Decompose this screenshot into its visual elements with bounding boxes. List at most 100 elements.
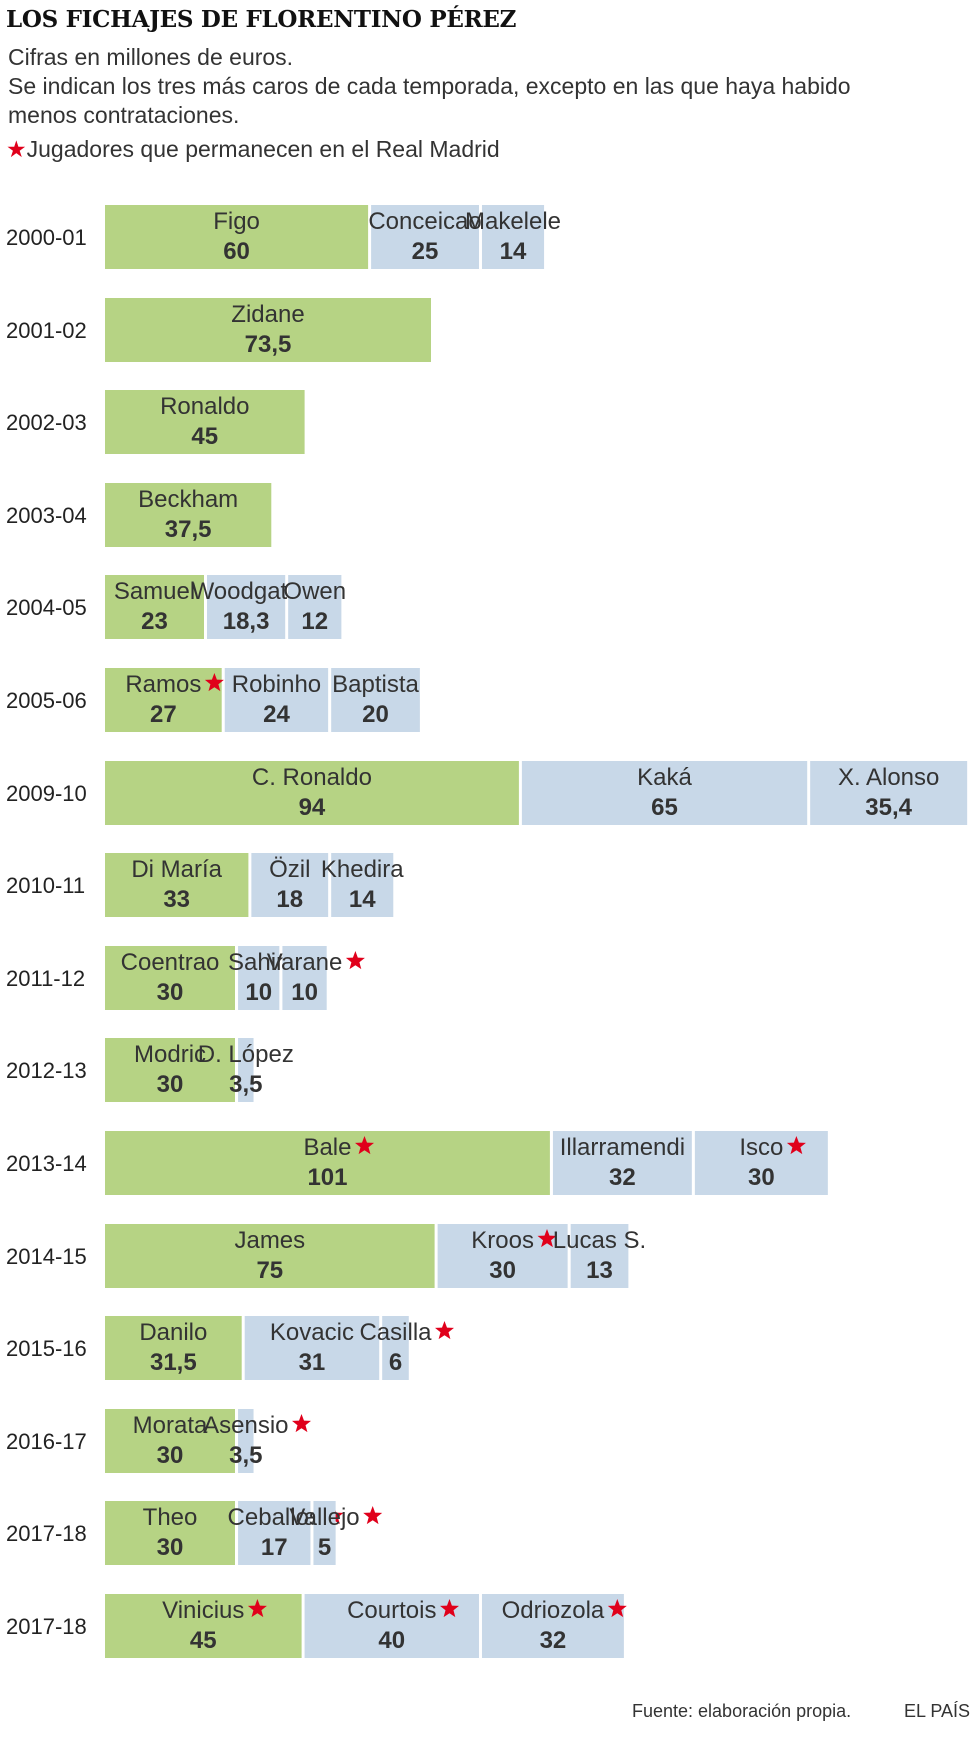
player-name: C. Ronaldo [252,764,372,791]
player-value: 10 [291,979,318,1006]
subtitle-line-2: Se indican los tres más caros de cada te… [8,73,851,99]
player-value: 12 [301,608,328,635]
bar [105,1131,550,1195]
bar [810,761,968,825]
season-label: 2003-04 [6,503,87,528]
season-label: 2009-10 [6,781,87,806]
player-name: Ronaldo [160,393,249,420]
subtitle-line-3: menos contrataciones. [8,102,240,128]
bar [238,1038,254,1102]
bar [382,1316,409,1380]
subtitle-line-1: Cifras en millones de euros. [8,44,294,70]
player-value: 6 [389,1349,402,1376]
player-value: 45 [191,423,218,450]
player-value: 35,4 [865,794,912,821]
bar [238,1501,311,1565]
star-icon [204,673,224,692]
player-value: 37,5 [165,516,212,543]
star-icon: ★ [6,136,27,162]
player-name: Woodgate [192,578,301,605]
player-name: Ramos [125,671,201,698]
player-name: Sahin [228,949,289,976]
star-icon [355,1136,374,1155]
player-name: Kroos [471,1227,534,1254]
season-label: 2013-14 [6,1151,87,1176]
player-name: Vinicius [162,1597,244,1624]
player-name: James [234,1227,305,1254]
bar [481,205,545,269]
bar [331,853,394,917]
bar [105,1316,242,1380]
player-value: 27 [150,701,177,728]
bar-chart: 2000-01 Figo 60 Conceicao 25 Makelele 14 2001-0… [6,205,968,1658]
player-value: 94 [299,794,326,821]
player-value: 31 [299,1349,326,1376]
bar [105,668,222,732]
player-value: 30 [157,1442,184,1469]
bar [105,390,305,454]
star-icon [292,1414,311,1433]
source-note: Fuente: elaboración propia. [632,1701,852,1721]
player-name: Owen [283,578,346,605]
player-name: Varane [267,949,343,976]
bar [105,1501,235,1565]
player-value: 31,5 [150,1349,197,1376]
player-name: Morata [133,1412,208,1439]
star-icon [537,1229,557,1248]
player-name: Makelele [465,208,561,235]
bar [331,668,420,732]
season-label: 2005-06 [6,688,87,713]
player-value: 17 [261,1534,288,1561]
bar [694,1131,828,1195]
player-name: X. Alonso [838,764,939,791]
player-value: 14 [500,238,527,265]
brand-logo: EL PAÍS [904,1701,971,1721]
player-value: 30 [157,1071,184,1098]
player-value: 75 [256,1257,283,1284]
bar [207,575,286,639]
player-value: 32 [540,1627,567,1654]
player-value: 33 [163,886,190,913]
star-icon [786,1136,806,1155]
legend-text: Jugadores que permanecen en el Real Madr… [26,136,500,162]
player-name: Modric [134,1041,206,1068]
bar [313,1501,336,1565]
chart-title: LOS FICHAJES DE FLORENTINO PÉREZ [6,6,517,33]
player-name: Özil [269,856,310,883]
player-name: Kaká [637,764,692,791]
player-value: 13 [586,1257,613,1284]
season-label: 2017-18 [6,1614,87,1639]
player-value: 10 [245,979,272,1006]
season-label: 2017-18 [6,1521,87,1546]
player-value: 32 [609,1164,636,1191]
season-label: 2004-05 [6,595,87,620]
season-label: 2016-17 [6,1429,87,1454]
player-name: D. López [198,1041,294,1068]
season-label: 2001-02 [6,318,87,343]
player-name: Samuel [114,578,195,605]
player-value: 30 [748,1164,775,1191]
bar [481,1594,624,1658]
player-name: Vallejo [289,1504,359,1531]
player-value: 18,3 [223,608,270,635]
bar [105,575,204,639]
player-name: Di María [131,856,222,883]
player-value: 65 [651,794,678,821]
bar [105,1409,235,1473]
player-name: Isco [739,1134,783,1161]
bar [105,946,235,1010]
star-icon [607,1599,627,1618]
player-name: Casilla [359,1319,432,1346]
player-value: 30 [157,979,184,1006]
star-icon [440,1599,459,1618]
player-value: 3,5 [229,1071,262,1098]
player-value: 23 [141,608,168,635]
season-label: 2002-03 [6,410,87,435]
player-name: Courtois [347,1597,436,1624]
player-value: 3,5 [229,1442,262,1469]
player-name: Zidane [231,301,304,328]
star-icon [363,1506,383,1525]
bar [282,946,327,1010]
player-value: 25 [412,238,439,265]
bar [570,1224,629,1288]
